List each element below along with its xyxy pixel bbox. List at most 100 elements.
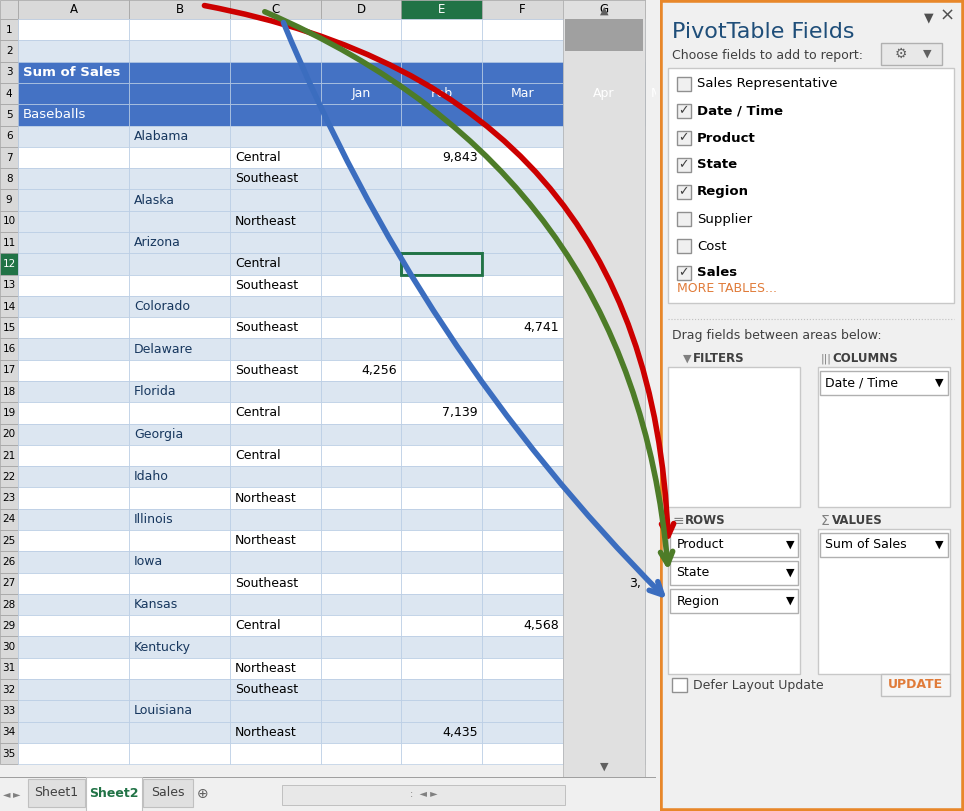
Bar	[563, 275, 646, 296]
Text: F: F	[519, 3, 525, 16]
Bar	[129, 190, 230, 211]
Text: Southeast: Southeast	[235, 279, 298, 292]
Bar	[677, 158, 690, 172]
Bar	[482, 147, 563, 168]
Text: ▼: ▼	[924, 49, 932, 59]
Bar	[881, 674, 950, 696]
Text: 7,139: 7,139	[442, 406, 478, 419]
Bar	[401, 19, 482, 41]
Bar	[563, 105, 646, 126]
Bar	[321, 338, 401, 360]
Bar	[230, 126, 321, 147]
Text: G: G	[600, 3, 608, 16]
Bar	[401, 637, 482, 658]
Text: Region: Region	[677, 594, 719, 607]
Bar	[0, 190, 18, 211]
Bar	[18, 190, 129, 211]
Text: D: D	[357, 3, 365, 16]
Bar	[321, 360, 401, 381]
Bar	[401, 743, 482, 764]
Bar	[0, 594, 18, 616]
Bar	[18, 508, 129, 530]
Bar	[668, 529, 800, 674]
Text: ⊕: ⊕	[197, 787, 208, 801]
Bar	[671, 589, 798, 613]
Bar	[0, 381, 18, 402]
Bar	[0, 62, 18, 83]
Bar	[401, 253, 482, 275]
Bar	[230, 743, 321, 764]
Bar	[563, 743, 646, 764]
Bar	[129, 360, 230, 381]
Bar	[321, 168, 401, 190]
Bar	[401, 722, 482, 743]
Bar	[230, 722, 321, 743]
Text: 1: 1	[6, 25, 13, 35]
Bar	[18, 338, 129, 360]
Bar	[563, 360, 646, 381]
Bar	[18, 147, 129, 168]
Bar	[129, 275, 230, 296]
Bar	[401, 573, 482, 594]
Text: 9: 9	[6, 195, 13, 205]
Text: 14: 14	[3, 302, 15, 311]
Bar	[129, 530, 230, 551]
Bar	[401, 338, 482, 360]
Text: Central: Central	[235, 449, 281, 462]
Text: Iowa: Iowa	[134, 556, 163, 569]
Bar	[129, 147, 230, 168]
Bar	[565, 19, 643, 51]
Bar	[230, 147, 321, 168]
Text: Southeast: Southeast	[235, 172, 298, 185]
Text: 18: 18	[3, 387, 15, 397]
Bar	[230, 402, 321, 423]
Bar	[482, 360, 563, 381]
Bar	[401, 530, 482, 551]
Bar	[230, 551, 321, 573]
Bar	[321, 423, 401, 445]
Bar	[230, 62, 321, 83]
Bar	[230, 211, 321, 232]
Bar	[230, 679, 321, 701]
Bar	[563, 232, 646, 253]
Bar	[230, 105, 321, 126]
Text: ▼: ▼	[935, 378, 944, 388]
Bar	[129, 573, 230, 594]
Bar	[18, 62, 129, 83]
Bar	[129, 19, 230, 41]
Bar	[18, 126, 129, 147]
Bar	[401, 679, 482, 701]
Bar	[563, 0, 646, 19]
Text: Alabama: Alabama	[134, 130, 189, 143]
Bar	[230, 701, 321, 722]
Bar	[482, 381, 563, 402]
Bar	[677, 212, 690, 226]
Bar	[482, 338, 563, 360]
Bar	[401, 616, 482, 637]
Bar	[401, 381, 482, 402]
Text: ▼: ▼	[786, 540, 794, 550]
Bar	[230, 658, 321, 679]
Bar	[0, 402, 18, 423]
Bar	[563, 402, 646, 423]
Text: Northeast: Northeast	[235, 534, 297, 547]
Text: 6: 6	[6, 131, 13, 141]
Bar	[18, 253, 129, 275]
Bar	[230, 19, 321, 41]
Text: 27: 27	[3, 578, 15, 588]
Bar	[563, 616, 646, 637]
Bar	[563, 296, 646, 317]
Bar	[563, 190, 646, 211]
Text: 4,568: 4,568	[522, 620, 559, 633]
Bar	[563, 445, 646, 466]
Text: 35: 35	[3, 749, 15, 758]
Bar	[677, 266, 690, 280]
Bar	[0, 658, 18, 679]
Bar	[0, 466, 18, 487]
Bar	[482, 0, 563, 19]
Text: Jan: Jan	[352, 87, 371, 100]
Bar	[18, 530, 129, 551]
Bar	[482, 211, 563, 232]
Bar	[482, 594, 563, 616]
Bar	[129, 253, 230, 275]
